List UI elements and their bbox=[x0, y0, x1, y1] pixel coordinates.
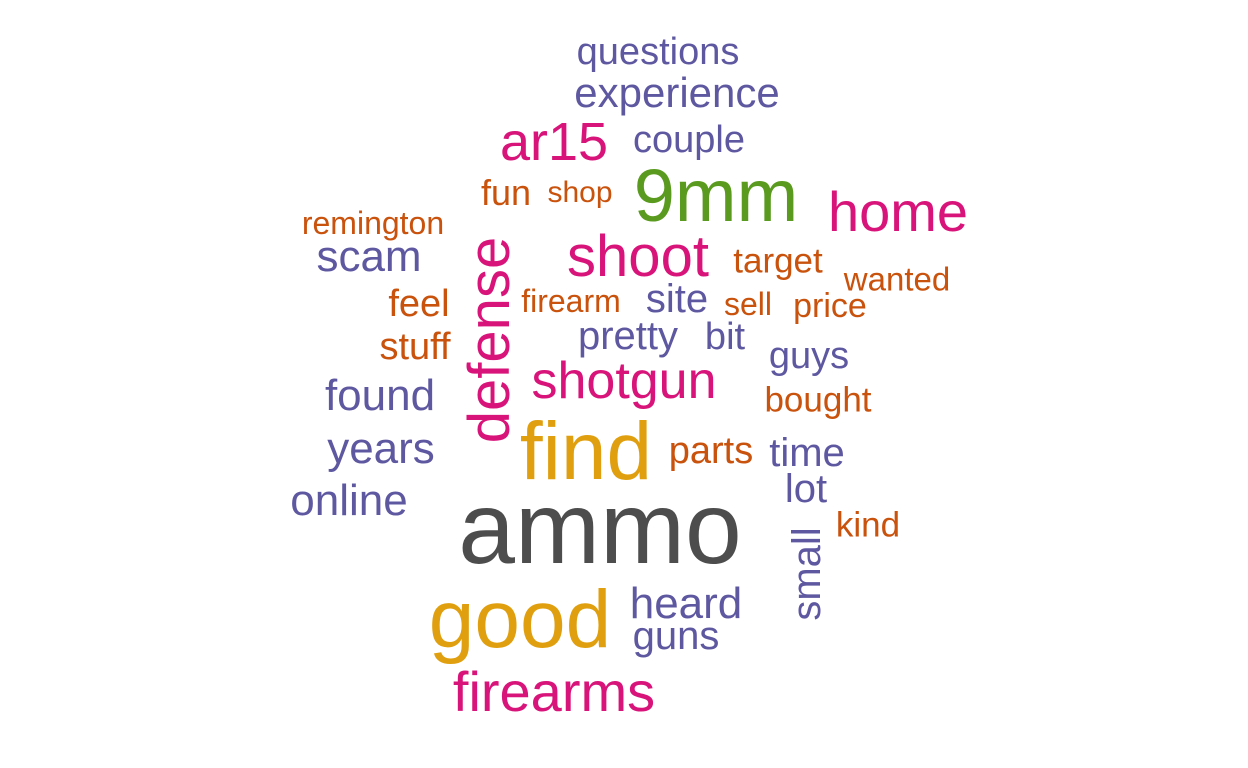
word-site: site bbox=[645, 277, 709, 321]
word-years: years bbox=[327, 424, 435, 473]
word-time: time bbox=[769, 431, 845, 475]
word-couple: couple bbox=[633, 119, 745, 161]
word-stuff: stuff bbox=[379, 326, 451, 368]
word-home: home bbox=[827, 180, 969, 243]
word-ar15: ar15 bbox=[499, 112, 609, 172]
word-price: price bbox=[793, 287, 867, 325]
word-shop: shop bbox=[547, 176, 613, 209]
word-shotgun: shotgun bbox=[531, 352, 717, 410]
word-parts: parts bbox=[668, 430, 754, 472]
word-shoot: shoot bbox=[567, 224, 709, 289]
word-lot: lot bbox=[784, 467, 828, 511]
word-wanted: wanted bbox=[843, 260, 951, 298]
word-find: find bbox=[519, 406, 653, 497]
word-ammo: ammo bbox=[458, 471, 742, 585]
word-bit: bit bbox=[704, 316, 746, 358]
word-small: small bbox=[785, 527, 829, 621]
word-guns: guns bbox=[632, 614, 720, 658]
word-scam: scam bbox=[316, 232, 422, 281]
word-feel: feel bbox=[388, 283, 450, 325]
word-firearms: firearms bbox=[452, 660, 656, 723]
word-firearm: firearm bbox=[521, 283, 621, 319]
word-found: found bbox=[324, 371, 436, 420]
word-bought: bought bbox=[764, 380, 872, 420]
word-guys: guys bbox=[768, 335, 850, 377]
word-heard: heard bbox=[629, 579, 743, 628]
word-online: online bbox=[290, 476, 408, 525]
word-sell: sell bbox=[723, 286, 773, 322]
word-questions: questions bbox=[576, 31, 740, 73]
word-experience: experience bbox=[574, 69, 780, 116]
word-defense: defense bbox=[457, 236, 522, 444]
word-fun: fun bbox=[480, 172, 532, 213]
word-target: target bbox=[733, 241, 823, 281]
word-kind: kind bbox=[835, 505, 901, 545]
word-remington: remington bbox=[301, 205, 445, 241]
word-pretty: pretty bbox=[577, 314, 679, 358]
word-good: good bbox=[428, 574, 612, 665]
word-9mm: 9mm bbox=[633, 154, 799, 237]
